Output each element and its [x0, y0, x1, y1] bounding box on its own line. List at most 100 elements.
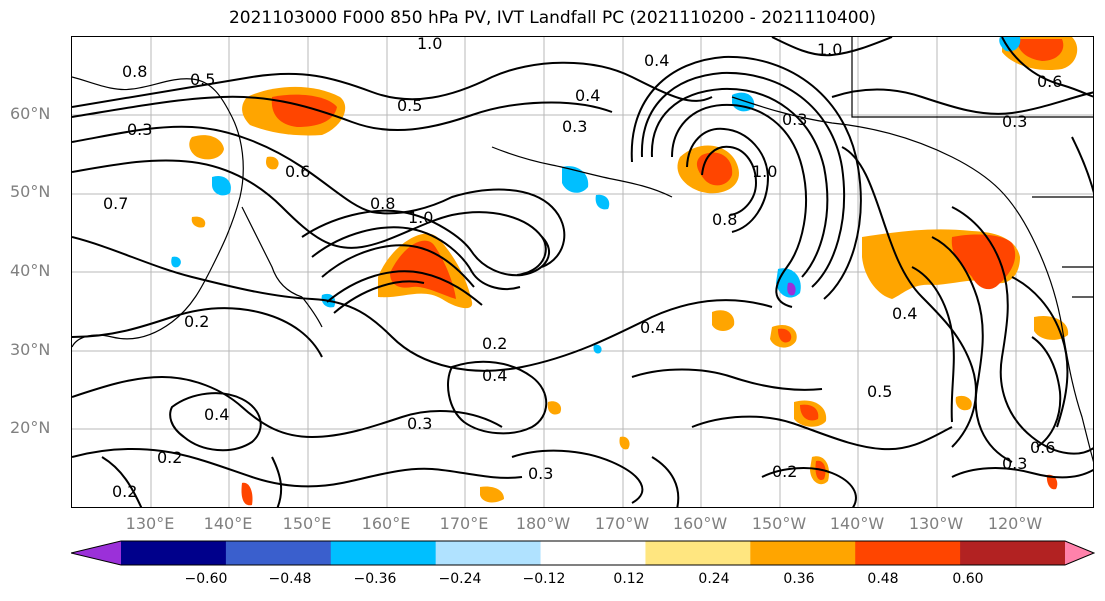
- colorbar-tick: −0.12: [522, 571, 566, 587]
- contour-label: 0.3: [127, 120, 152, 139]
- lon-label-170e: 170°E: [439, 514, 489, 533]
- map-canvas: 1.0 0.8 0.5 0.4 0.3 0.6 0.7 0.8 1.0 0.4 …: [72, 37, 1093, 507]
- shade-red-small-13: [1046, 474, 1058, 490]
- lon-label-130w: 130°W: [908, 514, 964, 533]
- shade-orange-small-8: [547, 401, 562, 415]
- shade-red-small-3: [800, 404, 819, 421]
- colorbar-segment: [71, 541, 121, 565]
- colorbar-segment: [960, 541, 1066, 565]
- contour-label: 0.2: [772, 462, 797, 481]
- colorbar-segment: [121, 541, 227, 565]
- contour-label: 0.2: [482, 334, 507, 353]
- colorbar-outline: [71, 540, 1095, 566]
- contour-label: 0.6: [1030, 438, 1055, 457]
- contour-label: 1.0: [752, 162, 777, 181]
- lat-label-60n: 60°N: [10, 104, 51, 123]
- lon-label-180w: 180°W: [515, 514, 571, 533]
- colorbar-segment: [855, 541, 961, 565]
- map-panel: 1.0 0.8 0.5 0.4 0.3 0.6 0.7 0.8 1.0 0.4 …: [71, 36, 1094, 508]
- lon-label-120w: 120°W: [987, 514, 1043, 533]
- contour-label: 0.4: [892, 304, 917, 323]
- shade-red-west-coast: [951, 234, 1016, 290]
- colorbar-segment: [540, 541, 646, 565]
- colorbar-segments: [71, 541, 1094, 565]
- lat-label-30n: 30°N: [10, 340, 51, 359]
- colorbar-segment: [1065, 541, 1094, 565]
- shade-purple-midpac: [787, 282, 796, 296]
- contour-label: 0.7: [103, 194, 128, 213]
- lat-label-40n: 40°N: [10, 261, 51, 280]
- colorbar-tick: 0.12: [613, 571, 645, 587]
- contour-label: 1.0: [817, 40, 842, 59]
- lon-label-130e: 130°E: [125, 514, 175, 533]
- contour-label: 0.4: [644, 51, 669, 70]
- colorbar-tick: −0.24: [438, 571, 482, 587]
- contour-label: 0.3: [528, 464, 553, 483]
- shade-cyan-north-1: [732, 92, 755, 112]
- contour-label: 0.3: [1002, 112, 1027, 131]
- contour-label-group: 1.0 0.8 0.5 0.4 0.3 0.6 0.7 0.8 1.0 0.4 …: [103, 37, 1062, 501]
- shade-orange-sw-small: [189, 135, 224, 160]
- lon-label-140e: 140°E: [203, 514, 253, 533]
- contour-label: 0.4: [640, 318, 665, 337]
- colorbar-tick: 0.36: [783, 571, 815, 587]
- colorbar-tick: 0.60: [952, 571, 984, 587]
- shade-orange-small-2: [712, 310, 735, 331]
- contour-label: 0.5: [190, 70, 215, 89]
- contour-label: 0.8: [712, 210, 737, 229]
- lat-label-50n: 50°N: [10, 182, 51, 201]
- contour-label: 0.5: [867, 382, 892, 401]
- colorbar-tick: −0.36: [353, 571, 397, 587]
- graticule: [72, 37, 1093, 507]
- colorbar-segment: [645, 541, 751, 565]
- contour-label: 0.2: [112, 482, 137, 501]
- lon-label-160e: 160°E: [361, 514, 411, 533]
- contour-label: 0.8: [122, 62, 147, 81]
- shade-red-north-coast: [1017, 39, 1064, 61]
- lon-label-170w: 170°W: [594, 514, 650, 533]
- lon-label-140w: 140°W: [829, 514, 885, 533]
- colorbar-tick: −0.48: [268, 571, 312, 587]
- contour-label: 0.2: [157, 448, 182, 467]
- colorbar-segment: [225, 541, 332, 565]
- lon-label-150w: 150°W: [751, 514, 807, 533]
- shade-red-small-7: [241, 482, 253, 506]
- shade-orange-small-10: [955, 395, 972, 411]
- contour-label: 1.0: [408, 208, 433, 227]
- contour-label: 0.4: [575, 86, 600, 105]
- shade-cyan-small-2: [595, 194, 610, 210]
- shade-orange-small-9: [619, 436, 630, 450]
- contour-label: 1.0: [417, 37, 442, 53]
- colorbar-tick: −0.60: [184, 571, 228, 587]
- contour-label: 0.8: [370, 194, 395, 213]
- colorbar-segment: [435, 541, 542, 565]
- colorbar-tick: 0.24: [698, 571, 730, 587]
- lat-label-20n: 20°N: [10, 418, 51, 437]
- coastlines: [72, 37, 1093, 463]
- shade-orange-small-12: [266, 156, 279, 170]
- shade-cyan-small-4: [171, 256, 181, 268]
- contour-label: 0.4: [482, 366, 507, 385]
- contour-label: 0.6: [1037, 72, 1062, 91]
- shade-red-small-1: [778, 328, 792, 343]
- map-title: 2021103000 F000 850 hPa PV, IVT Landfall…: [228, 8, 876, 28]
- shade-orange-small-11: [191, 216, 206, 228]
- contour-label: 0.2: [184, 312, 209, 331]
- lon-label-150e: 150°E: [282, 514, 332, 533]
- colorbar-segment: [330, 541, 437, 565]
- contour-label: 0.3: [782, 110, 807, 129]
- contour-label: 0.4: [204, 405, 229, 424]
- shade-cyan-small-3: [593, 344, 602, 354]
- contour-label: 0.3: [407, 414, 432, 433]
- shade-cyan-kuril: [212, 175, 231, 196]
- colorbar: [71, 540, 1095, 566]
- shade-orange-small-6: [480, 486, 504, 503]
- pv-contours: [72, 37, 1093, 507]
- shade-cyan-aleutian: [562, 166, 589, 193]
- colorbar-segment: [750, 541, 856, 565]
- contour-label: 0.3: [562, 117, 587, 136]
- colorbar-tick: 0.48: [867, 571, 899, 587]
- lon-label-160w: 160°W: [672, 514, 728, 533]
- contour-label: 0.5: [397, 96, 422, 115]
- contour-label: 0.3: [1002, 454, 1027, 473]
